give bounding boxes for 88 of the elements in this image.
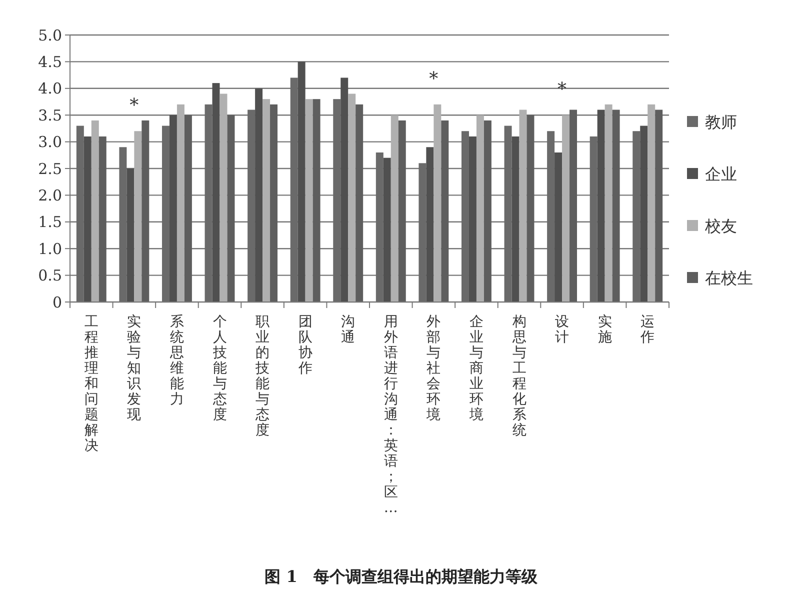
bar: [184, 115, 192, 302]
bar: [142, 120, 150, 302]
bar: [333, 99, 341, 302]
bar: [562, 115, 570, 302]
bar: [468, 136, 476, 302]
bar: [356, 104, 364, 302]
x-tick-label: 团队协作: [297, 314, 312, 376]
category-label: 用外语进行沟通：英语；区…: [384, 314, 398, 516]
x-tick-label: 沟通: [341, 314, 356, 346]
bar: [648, 104, 656, 302]
bar: [398, 120, 406, 302]
bar: [441, 120, 449, 302]
x-tick-label: 职业的技能与态度: [254, 314, 270, 438]
bar: [176, 104, 184, 302]
bar: [590, 136, 598, 302]
bar: [204, 104, 212, 302]
bar: [383, 158, 391, 302]
y-tick-label: 3.0: [38, 133, 62, 152]
legend-label: 教师: [705, 112, 737, 132]
x-tick-label: 实施: [598, 314, 612, 346]
x-tick-label: 外部与社会环境: [426, 314, 441, 423]
bar: [612, 110, 620, 302]
y-tick-label: 1.0: [38, 240, 62, 258]
bar: [91, 120, 99, 302]
y-tick-label: 4.0: [38, 80, 62, 98]
bar: [340, 78, 348, 302]
bar: [220, 94, 228, 302]
y-tick-label: 0: [52, 293, 62, 312]
bar: [255, 88, 263, 302]
bar: [262, 99, 270, 302]
bar: [98, 136, 106, 302]
x-tick-label: 设计: [555, 314, 570, 346]
bar: [134, 131, 142, 302]
bar: [376, 152, 384, 302]
bar: [290, 78, 298, 302]
x-tick-label: 系统思维能力: [168, 314, 184, 408]
y-tick-label: 0.5: [38, 266, 62, 285]
y-tick-label: 4.5: [38, 52, 62, 71]
bar: [434, 104, 442, 302]
x-tick-label: 企业与商业环境: [468, 314, 484, 423]
bar: [84, 136, 92, 302]
bar: [484, 120, 492, 302]
bar: [554, 152, 562, 302]
bar: [570, 110, 578, 302]
text: 图 1 每个调查组得出的期望能力等级: [264, 567, 538, 586]
x-tick-label: 构思与工程化系统: [511, 314, 526, 438]
bar: [418, 163, 426, 302]
bar: [348, 94, 356, 302]
bar: [227, 115, 235, 302]
bar: [504, 126, 512, 302]
bar: [526, 115, 534, 302]
annotation: *: [429, 68, 438, 90]
bar: [305, 99, 313, 302]
bar: [512, 136, 520, 302]
y-tick-label: 2.0: [38, 186, 62, 204]
legend-label: 校友: [704, 216, 737, 236]
bar: [476, 115, 484, 302]
bar: [640, 126, 648, 302]
annotation: *: [130, 95, 139, 116]
bar: [162, 126, 170, 302]
bar: [390, 115, 398, 302]
bar: [519, 110, 527, 302]
x-tick-label: 运作: [640, 314, 655, 346]
bar: [126, 168, 134, 302]
x-tick-label: 个人技能与态度: [212, 314, 227, 423]
bar: [426, 147, 434, 302]
bar: [248, 110, 256, 302]
legend-label: 企业: [705, 164, 737, 184]
bar: [119, 147, 127, 302]
legend-label: 在校生: [705, 268, 753, 288]
bar: [604, 104, 612, 302]
bar: [270, 104, 278, 302]
x-tick-label: 实验与知识发现: [127, 314, 142, 423]
bar: [169, 115, 177, 302]
category-label: 工程推理和问题解决: [84, 314, 98, 454]
bar: [298, 62, 306, 302]
bar: [597, 110, 605, 302]
bar: [461, 131, 469, 302]
y-tick-label: 3.5: [38, 106, 62, 124]
y-tick-label: 5.0: [38, 26, 62, 44]
y-tick-label: 1.5: [38, 213, 62, 232]
bar: [76, 126, 84, 302]
bar: [655, 110, 663, 302]
bar: [312, 99, 320, 302]
bar: [212, 83, 220, 302]
y-tick-label: 2.5: [38, 160, 62, 178]
bar: [547, 131, 555, 302]
bar: [632, 131, 640, 302]
